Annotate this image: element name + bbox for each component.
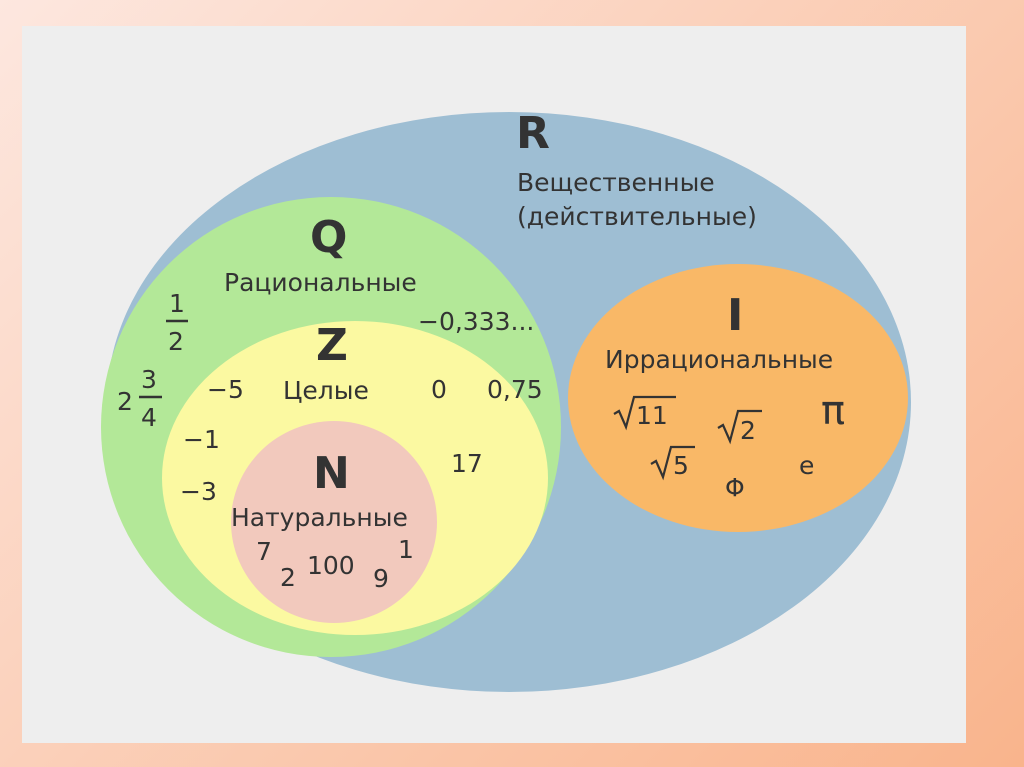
reals-letter: R <box>516 108 550 159</box>
naturals-region <box>231 421 437 623</box>
reals-name-line2: (действительные) <box>517 202 757 231</box>
reals-name-line1: Вещественные <box>517 168 715 197</box>
fraction-half-denominator: 2 <box>168 327 184 356</box>
integer-neg5: −5 <box>207 375 244 404</box>
irrationals-region <box>568 264 908 532</box>
natural-7: 7 <box>256 537 272 566</box>
radical-sign-icon <box>650 445 695 481</box>
repeating-decimal: −0,333... <box>418 307 534 336</box>
fraction-one-half: 1 2 <box>166 289 188 356</box>
radical-sign-icon <box>613 395 676 431</box>
irrationals-letter: I <box>727 290 743 341</box>
integers-letter: Z <box>316 320 348 371</box>
fraction-half-numerator: 1 <box>169 289 185 318</box>
sqrt-11-radicand: 11 <box>636 401 668 430</box>
integer-neg1: −1 <box>183 425 220 454</box>
mixed-number-two-three-quarters: 2 3 4 <box>117 365 162 432</box>
rationals-name: Рациональные <box>224 268 417 297</box>
irrationals-name: Иррациональные <box>605 345 833 374</box>
integer-neg3: −3 <box>180 477 217 506</box>
sqrt-5: 5 <box>650 445 695 481</box>
sqrt-11: 11 <box>613 395 676 431</box>
integer-zero: 0 <box>431 375 447 404</box>
naturals-letter: N <box>313 448 350 499</box>
sqrt-2-radicand: 2 <box>740 416 756 445</box>
sqrt-5-radicand: 5 <box>673 451 689 480</box>
decimal-example: 0,75 <box>487 375 543 404</box>
mixed-denominator: 4 <box>141 403 157 432</box>
sqrt-2: 2 <box>717 409 762 445</box>
natural-2: 2 <box>280 563 296 592</box>
mixed-whole: 2 <box>117 387 133 416</box>
natural-100: 100 <box>307 551 355 580</box>
rationals-letter: Q <box>310 212 347 263</box>
integer-seventeen: 17 <box>451 449 483 478</box>
natural-9: 9 <box>373 564 389 593</box>
integers-name: Целые <box>283 376 369 405</box>
pi-symbol: π <box>821 388 845 434</box>
naturals-name: Натуральные <box>231 503 408 532</box>
radical-sign-icon <box>717 409 762 445</box>
phi-symbol: Φ <box>725 473 745 502</box>
natural-1: 1 <box>398 535 414 564</box>
euler-e: e <box>799 451 814 480</box>
mixed-numerator: 3 <box>141 365 157 394</box>
